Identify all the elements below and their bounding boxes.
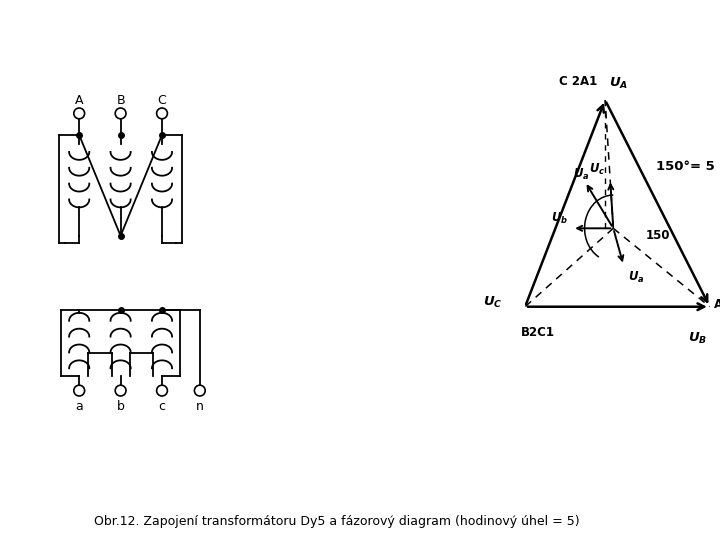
Text: C 2A1: C 2A1 (559, 75, 597, 88)
Text: $\bfit{U}_a$: $\bfit{U}_a$ (573, 167, 590, 183)
Text: C: C (158, 94, 166, 107)
Text: B2C1: B2C1 (521, 326, 555, 339)
Text: a: a (76, 400, 83, 413)
Text: $\bfit{U}_A$: $\bfit{U}_A$ (609, 76, 629, 91)
Text: 150: 150 (646, 229, 670, 242)
Text: b: b (117, 400, 125, 413)
Text: Obr.12. Zapojení transformátoru Dy5 a fázorový diagram (hodinový úhel = 5): Obr.12. Zapojení transformátoru Dy5 a fá… (94, 515, 579, 528)
Text: $\bfit{U}_a$: $\bfit{U}_a$ (628, 270, 644, 285)
Text: $\bfit{U}_C$: $\bfit{U}_C$ (483, 294, 503, 309)
Text: 150°= 5 hod.: 150°= 5 hod. (657, 160, 720, 173)
Text: B: B (117, 94, 125, 107)
Text: $\bfit{U}_b$: $\bfit{U}_b$ (551, 211, 568, 226)
Text: A2B1: A2B1 (714, 298, 720, 311)
Text: n: n (196, 400, 204, 413)
Text: $\bfit{U}_c$: $\bfit{U}_c$ (589, 162, 606, 177)
Text: c: c (158, 400, 166, 413)
Text: A: A (75, 94, 84, 107)
Text: $\bfit{U}_B$: $\bfit{U}_B$ (688, 330, 707, 346)
